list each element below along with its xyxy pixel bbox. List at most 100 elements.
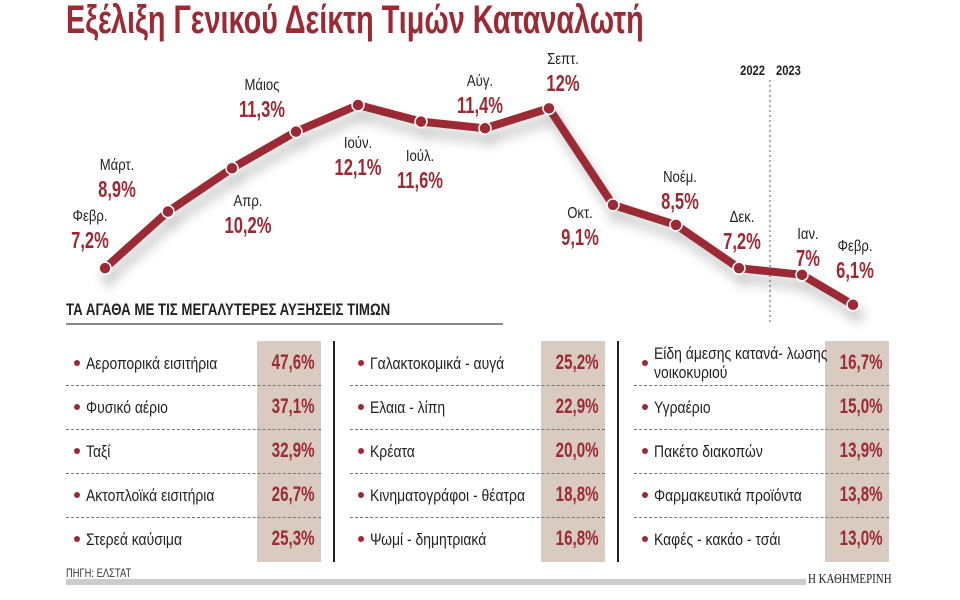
value-label: 12,1% bbox=[335, 155, 382, 180]
month-label: Δεκ. bbox=[730, 209, 755, 226]
bullet-icon bbox=[642, 360, 648, 366]
data-point bbox=[606, 198, 620, 212]
month-label: Σεπτ. bbox=[547, 51, 579, 68]
item-value: 47,6% bbox=[272, 351, 315, 374]
table-row: Πακέτο διακοπών 13,9% bbox=[634, 429, 889, 474]
value-background bbox=[257, 341, 321, 562]
item-name: Κινηματογράφοι - θέατρα bbox=[370, 485, 526, 505]
table-row: Στερεά καύσιμα 25,3% bbox=[66, 517, 321, 561]
item-value: 16,8% bbox=[556, 527, 599, 550]
table-row: Φυσικό αέριο 37,1% bbox=[66, 385, 321, 430]
data-point bbox=[478, 121, 492, 136]
month-label: Ιούλ. bbox=[406, 148, 434, 165]
brand-logo: Η ΚΑΘΗΜΕΡΙΝΗ bbox=[808, 572, 892, 587]
value-label: 8,5% bbox=[661, 189, 699, 214]
item-value: 13,9% bbox=[840, 439, 883, 462]
table-row: Ελαια - λίπη 22,9% bbox=[350, 385, 605, 430]
column-divider bbox=[333, 341, 335, 562]
data-point bbox=[542, 101, 556, 116]
month-label: Αύγ. bbox=[467, 73, 493, 90]
table-row: Κρέατα 20,0% bbox=[350, 429, 605, 474]
source-note: ΠΗΓΗ: ΕΛΣΤΑΤ bbox=[66, 566, 132, 580]
value-label: 12% bbox=[546, 71, 579, 96]
bullet-icon bbox=[642, 448, 648, 454]
data-point bbox=[846, 298, 860, 312]
footer-rule bbox=[66, 579, 806, 585]
bullet-icon bbox=[358, 492, 364, 498]
month-label: Νοέμ. bbox=[663, 169, 697, 186]
chart-title: Εξέλιξη Γενικού Δείκτη Τιμών Καταναλωτή bbox=[66, 0, 644, 42]
data-point bbox=[161, 204, 175, 219]
item-value: 32,9% bbox=[272, 439, 315, 462]
bullet-icon bbox=[358, 448, 364, 454]
year-label-2023: 2023 bbox=[776, 63, 801, 78]
table-column: Είδη άμεσης κατανά- λωσης νοικοκυριού 16… bbox=[634, 341, 889, 562]
item-name: Γαλακτοκομικά - αυγά bbox=[370, 353, 505, 373]
item-name: Ελαια - λίπη bbox=[370, 397, 446, 417]
value-label: 8,9% bbox=[98, 177, 136, 202]
month-label: Φεβρ. bbox=[73, 208, 108, 225]
item-value: 13,8% bbox=[840, 483, 883, 506]
value-label: 7,2% bbox=[71, 228, 109, 253]
series-line bbox=[102, 101, 856, 309]
item-name: Φαρμακευτικά προϊόντα bbox=[654, 485, 802, 505]
value-label: 10,2% bbox=[225, 213, 272, 238]
year-label-2022: 2022 bbox=[740, 63, 765, 78]
value-label: 11,4% bbox=[457, 93, 503, 118]
item-name: Ταξί bbox=[86, 441, 111, 461]
item-name: Αεροπορικά εισιτήρια bbox=[86, 353, 218, 373]
item-value: 22,9% bbox=[556, 395, 599, 418]
item-name: Πακέτο διακοπών bbox=[654, 441, 763, 461]
value-background bbox=[825, 341, 889, 562]
month-label: Απρ. bbox=[234, 193, 263, 210]
table-row: Υγραέριο 15,0% bbox=[634, 385, 889, 430]
column-divider bbox=[617, 341, 619, 562]
table-row: Γαλακτοκομικά - αυγά 25,2% bbox=[350, 341, 605, 386]
month-label: Οκτ. bbox=[567, 205, 593, 222]
bullet-icon bbox=[74, 492, 80, 498]
item-value: 25,3% bbox=[272, 527, 315, 550]
table-row: Καφές - κακάο - τσάι 13,0% bbox=[634, 517, 889, 561]
item-name: Φυσικό αέριο bbox=[86, 397, 168, 417]
bullet-icon bbox=[642, 492, 648, 498]
item-value: 18,8% bbox=[556, 483, 599, 506]
item-value: 13,0% bbox=[840, 527, 883, 550]
bullet-icon bbox=[358, 404, 364, 410]
table-row: Ψωμί - δημητριακά 16,8% bbox=[350, 517, 605, 561]
bullet-icon bbox=[642, 536, 648, 542]
item-name: Κρέατα bbox=[370, 441, 415, 461]
table-heading: ΤΑ ΑΓΑΘΑ ΜΕ ΤΙΣ ΜΕΓΑΛΥΤΕΡΕΣ ΑΥΞΗΣΕΙΣ ΤΙΜ… bbox=[66, 300, 391, 319]
item-value: 15,0% bbox=[840, 395, 883, 418]
bullet-icon bbox=[642, 404, 648, 410]
item-value: 20,0% bbox=[556, 439, 599, 462]
month-label: Φεβρ. bbox=[838, 238, 873, 255]
table-row: Ακτοπλοϊκά εισιτήρια 26,7% bbox=[66, 473, 321, 518]
data-point bbox=[98, 261, 112, 275]
data-point bbox=[795, 268, 809, 282]
table-row: Είδη άμεσης κατανά- λωσης νοικοκυριού 16… bbox=[634, 341, 889, 386]
value-label: 11,6% bbox=[397, 168, 443, 193]
data-point bbox=[351, 98, 365, 112]
value-label: 6,1% bbox=[836, 258, 874, 283]
heading-underline bbox=[66, 323, 503, 325]
item-name: Στερεά καύσιμα bbox=[86, 529, 183, 549]
month-label: Ιούν. bbox=[344, 135, 372, 152]
value-label: 7% bbox=[796, 246, 820, 271]
bullet-icon bbox=[74, 536, 80, 542]
value-background bbox=[541, 341, 605, 562]
item-value: 16,7% bbox=[840, 351, 883, 374]
data-point bbox=[732, 261, 746, 275]
table-row: Ταξί 32,9% bbox=[66, 429, 321, 474]
data-point bbox=[414, 114, 428, 129]
data-point bbox=[289, 124, 303, 139]
table-row: Κινηματογράφοι - θέατρα 18,8% bbox=[350, 473, 605, 518]
data-point bbox=[225, 161, 239, 176]
value-label: 7,2% bbox=[723, 229, 761, 254]
item-value: 37,1% bbox=[272, 395, 315, 418]
line-chart: 2022 2023 Φεβρ. 7,2% Μάρτ. 8,9% Απρ. 10,2% Μάι… bbox=[71, 51, 874, 325]
bullet-icon bbox=[358, 536, 364, 542]
table-row: Αεροπορικά εισιτήρια 47,6% bbox=[66, 341, 321, 386]
item-name: Ακτοπλοϊκά εισιτήρια bbox=[86, 485, 215, 505]
table-row: Φαρμακευτικά προϊόντα 13,8% bbox=[634, 473, 889, 518]
table-column: Αεροπορικά εισιτήρια 47,6% Φυσικό αέριο … bbox=[66, 341, 321, 562]
